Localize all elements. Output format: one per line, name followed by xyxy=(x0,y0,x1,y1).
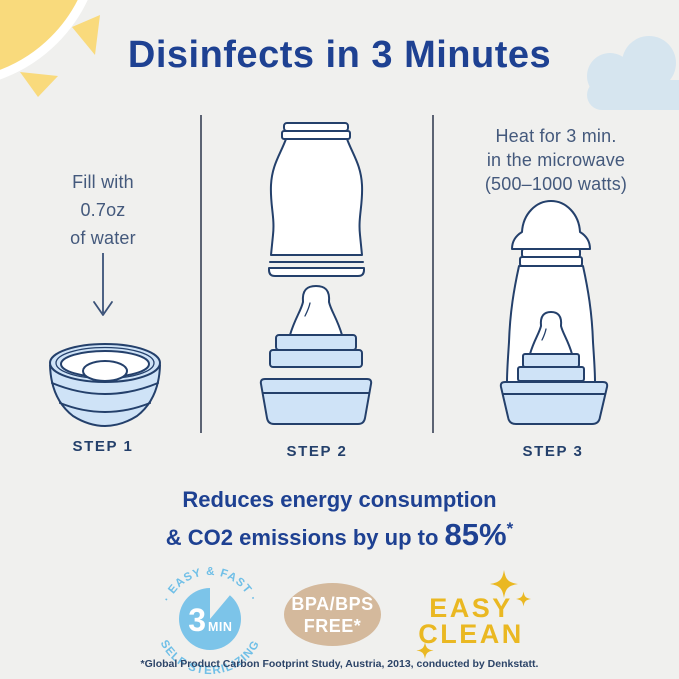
easy-clean-line1: EASY xyxy=(429,593,513,623)
benefit-line1: Reduces energy consumption xyxy=(182,487,497,512)
easy-clean-badge: EASY CLEAN xyxy=(415,565,531,665)
timer-wedge xyxy=(210,578,236,619)
step3-instruction-line: Heat for 3 min. xyxy=(495,126,617,146)
step1-label: STEP 1 xyxy=(72,438,134,455)
step1-instruction-line: Fill with xyxy=(72,172,134,192)
bpa-free-line2: FREE* xyxy=(303,615,362,636)
bottle-parts-illustration xyxy=(259,122,373,425)
badge-unit: MIN xyxy=(208,620,232,634)
bpa-free-badge: BPA/BPS FREE* xyxy=(284,583,381,646)
sparkle-icon xyxy=(416,642,434,659)
down-arrow-icon xyxy=(93,253,113,316)
cloud-icon xyxy=(587,36,679,110)
step1-instruction: Fill with 0.7oz of water xyxy=(23,168,183,252)
benefit-asterisk: * xyxy=(506,519,514,538)
self-sterilizing-badge: 3 MIN · EASY & FAST · SELF STERILIZING xyxy=(158,566,262,677)
step1-instruction-line: of water xyxy=(70,228,136,248)
page-title: Disinfects in 3 Minutes xyxy=(127,34,552,76)
step1-instruction-line: 0.7oz xyxy=(80,200,126,220)
step2-label: STEP 2 xyxy=(286,443,348,460)
step3-instruction: Heat for 3 min. in the microwave (500–10… xyxy=(446,124,666,196)
assembled-bottle-illustration xyxy=(499,200,609,425)
sparkle-icon xyxy=(490,570,518,598)
sterilizer-bowl-illustration xyxy=(49,343,161,427)
badge-number: 3 xyxy=(188,602,206,638)
benefit-highlight: 85% xyxy=(444,517,507,552)
column-divider-right xyxy=(432,115,434,433)
easy-clean-line2: CLEAN xyxy=(418,619,524,649)
footnote: *Global Product Carbon Footprint Study, … xyxy=(140,658,539,670)
column-divider-left xyxy=(200,115,202,433)
benefit-line2: & CO2 emissions by up to 85%* xyxy=(0,513,679,554)
step3-instruction-line: (500–1000 watts) xyxy=(484,174,628,194)
sparkle-icon xyxy=(516,591,531,607)
step3-label: STEP 3 xyxy=(522,443,584,460)
benefit-text: Reduces energy consumption & CO2 emissio… xyxy=(0,486,679,554)
step3-instruction-line: in the microwave xyxy=(486,150,626,170)
sun-icon xyxy=(0,0,100,97)
bpa-free-line1: BPA/BPS xyxy=(291,593,374,614)
benefit-line2-prefix: & CO2 emissions by up to xyxy=(165,525,445,550)
